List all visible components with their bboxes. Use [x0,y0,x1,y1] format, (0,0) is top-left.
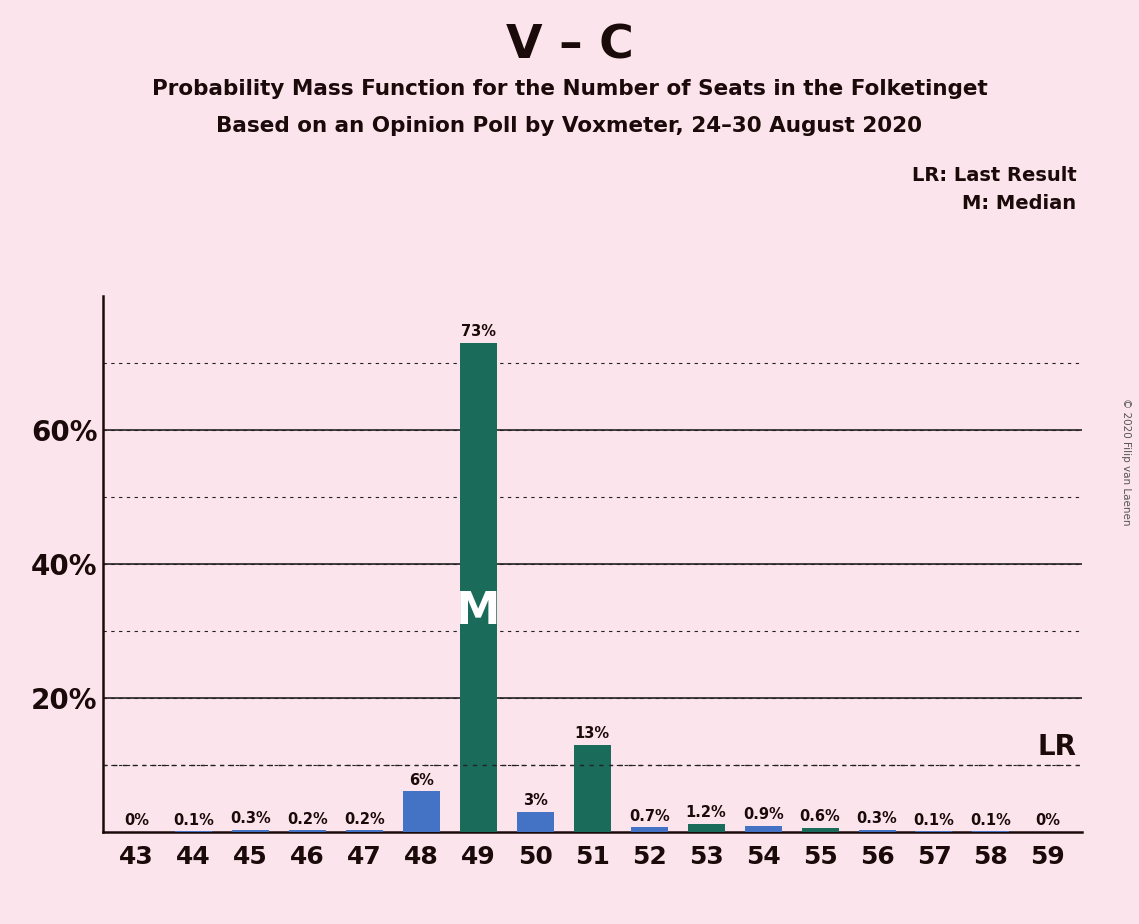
Text: 0.3%: 0.3% [230,811,271,826]
Text: 1.2%: 1.2% [686,805,727,821]
Bar [460,343,497,832]
Text: 0.2%: 0.2% [344,812,385,827]
Text: M: M [457,590,500,633]
Text: 0%: 0% [124,813,149,828]
Text: 0.6%: 0.6% [800,809,841,824]
Text: © 2020 Filip van Laenen: © 2020 Filip van Laenen [1121,398,1131,526]
Text: M: Median: M: Median [962,194,1076,213]
Text: LR: LR [1038,733,1076,760]
Bar [517,811,554,832]
Text: 3%: 3% [523,793,548,808]
Text: 0.1%: 0.1% [173,812,214,828]
Text: 73%: 73% [461,324,495,339]
Text: Probability Mass Function for the Number of Seats in the Folketinget: Probability Mass Function for the Number… [151,79,988,99]
Text: 0.1%: 0.1% [913,812,954,828]
Text: 0.1%: 0.1% [970,812,1011,828]
Text: 0.2%: 0.2% [287,812,328,827]
Text: 0.3%: 0.3% [857,811,898,826]
Bar [232,830,269,832]
Text: 13%: 13% [575,726,609,741]
Bar [289,831,326,832]
Bar [403,791,440,832]
Bar [631,827,667,832]
Text: Based on an Opinion Poll by Voxmeter, 24–30 August 2020: Based on an Opinion Poll by Voxmeter, 24… [216,116,923,136]
Text: 6%: 6% [409,773,434,788]
Bar [745,825,781,832]
Text: LR: Last Result: LR: Last Result [911,166,1076,186]
Bar [346,831,383,832]
Bar [802,828,838,832]
Text: V – C: V – C [506,23,633,68]
Text: 0.9%: 0.9% [743,808,784,822]
Bar [574,745,611,832]
Bar [859,830,895,832]
Text: 0%: 0% [1035,813,1060,828]
Bar [688,823,724,832]
Text: 0.7%: 0.7% [629,808,670,823]
